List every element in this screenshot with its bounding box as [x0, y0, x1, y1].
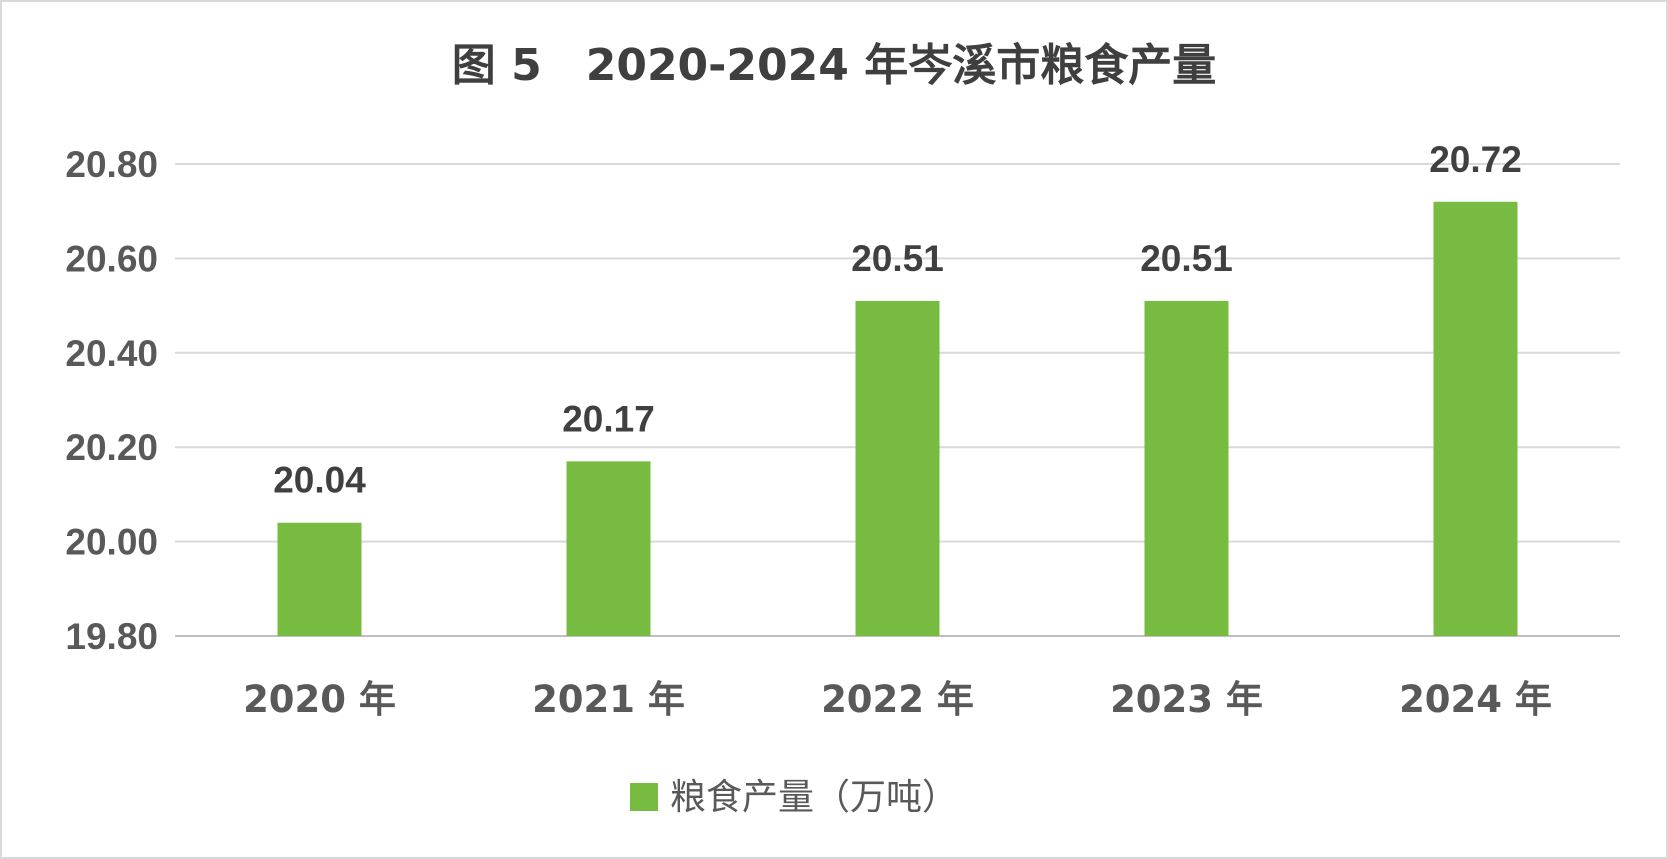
y-tick-label: 20.40 [65, 333, 158, 374]
legend: 粮食产量（万吨） [630, 777, 958, 818]
y-tick-label: 20.60 [65, 238, 158, 279]
x-tick-label: 2024 年 [1399, 678, 1552, 721]
bar [855, 300, 940, 636]
y-tick-label: 19.80 [65, 616, 158, 657]
data-label: 20.72 [1429, 139, 1522, 180]
x-tick-label: 2020 年 [243, 678, 396, 721]
legend-label: 粮食产量（万吨） [670, 777, 958, 818]
y-tick-label: 20.20 [65, 427, 158, 468]
data-label: 20.17 [562, 398, 655, 439]
gridlines [175, 163, 1620, 637]
x-tick-label: 2021 年 [532, 678, 685, 721]
x-tick-label: 2022 年 [821, 678, 974, 721]
x-axis-ticks: 2020 年 2021 年 2022 年 2023 年 2024 年 [243, 678, 1552, 721]
chart-title: 图 5 2020-2024 年岑溪市粮食产量 [452, 40, 1216, 91]
x-tick-label: 2023 年 [1110, 678, 1263, 721]
bar [277, 522, 362, 636]
bar [1144, 300, 1229, 636]
data-label: 20.51 [851, 238, 944, 279]
legend-swatch [630, 783, 658, 811]
y-tick-label: 20.00 [65, 522, 158, 563]
bars [277, 201, 1518, 636]
data-label: 20.51 [1140, 238, 1233, 279]
y-tick-label: 20.80 [65, 144, 158, 185]
y-axis-ticks: 19.80 20.00 20.20 20.40 20.60 20.80 [65, 144, 158, 657]
data-labels: 20.04 20.17 20.51 20.51 20.72 [273, 139, 1522, 501]
bar [566, 461, 651, 636]
data-label: 20.04 [273, 460, 366, 501]
bar [1433, 201, 1518, 636]
